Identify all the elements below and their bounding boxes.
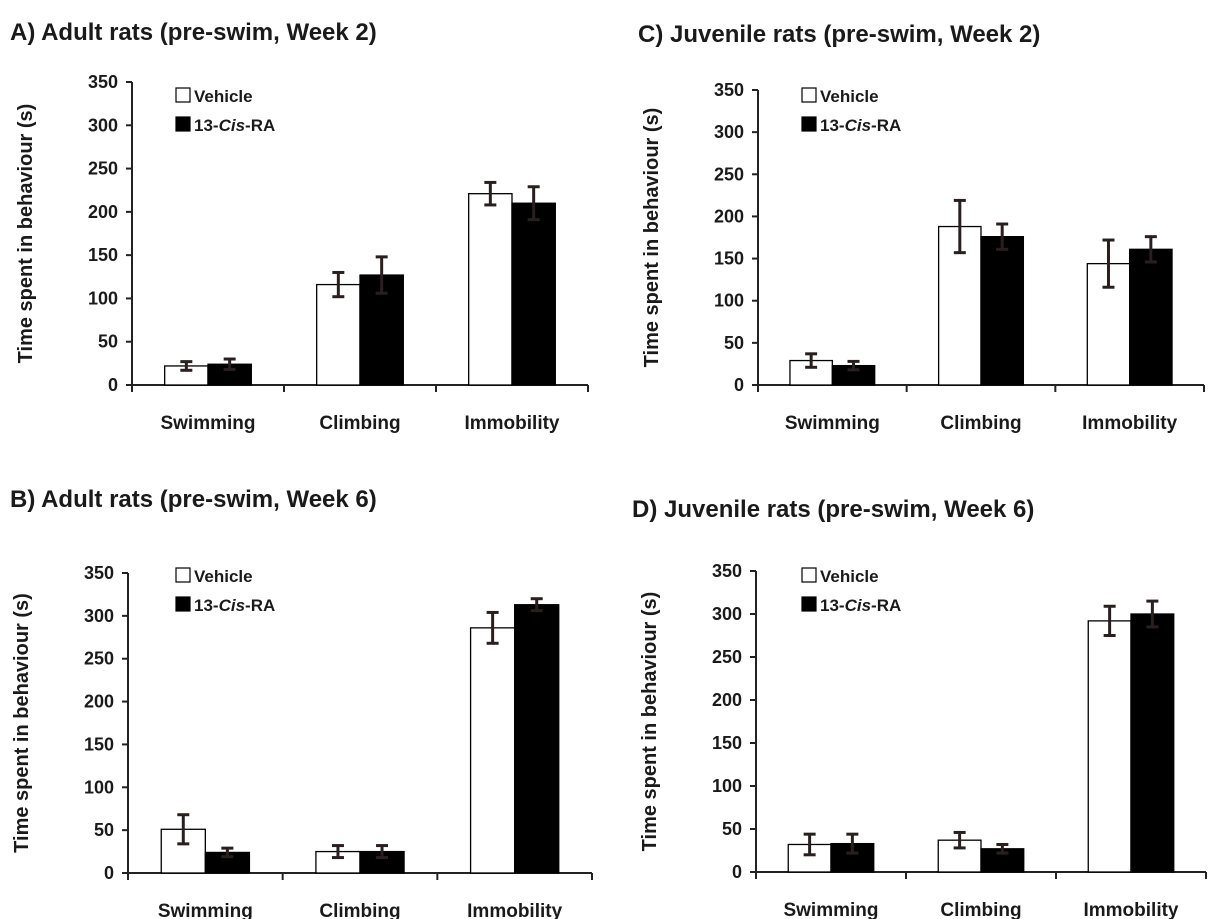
legend-label-vehicle: Vehicle [820, 87, 879, 106]
legend-swatch-cis-ra [175, 116, 191, 132]
legend-swatch-vehicle [175, 567, 191, 583]
legend-label-part: 13- [194, 116, 219, 135]
y-tick-label: 150 [714, 249, 744, 269]
y-axis-label: Time spent in behaviour (s) [11, 593, 33, 853]
y-tick-label: 250 [84, 649, 114, 669]
y-axis-label: Time spent in behaviour (s) [15, 104, 37, 364]
y-tick-label: 350 [714, 80, 744, 100]
y-tick-label: 200 [714, 206, 744, 226]
y-tick-label: 350 [712, 561, 742, 581]
chart-svg: C) Juvenile rats (pre-swim, Week 2) Time … [638, 21, 1205, 434]
legend-label-part: Cis [219, 116, 245, 135]
y-tick-label: 250 [714, 164, 744, 184]
x-tick-label: Climbing [319, 413, 400, 434]
legend-label-part: Cis [219, 596, 245, 615]
y-tick-label: 100 [88, 288, 118, 308]
y-tick-label: 350 [88, 72, 118, 92]
x-tick-label: Immobility [464, 413, 559, 434]
legend-label-cis-ra: 13-Cis-RA [194, 116, 275, 135]
y-tick-label: 150 [84, 734, 114, 754]
y-tick-label: 50 [722, 819, 742, 839]
legend-swatch-vehicle [175, 87, 191, 103]
chart-panel-a: A) Adult rats (pre-swim, Week 2) Time spe… [0, 0, 604, 459]
legend-label-cis-ra: 13-Cis-RA [820, 596, 901, 615]
legend-label-part: 13- [820, 116, 845, 135]
x-tick-label: Swimming [783, 900, 878, 919]
y-tick-label: 300 [88, 115, 118, 135]
y-tick-label: 50 [94, 820, 114, 840]
legend-label-cis-ra: 13-Cis-RA [820, 116, 901, 135]
bar-cis-ra [511, 202, 556, 386]
bar-vehicle [469, 627, 516, 874]
y-tick-label: 100 [714, 291, 744, 311]
y-tick-label: 350 [84, 563, 114, 583]
x-tick-label: Swimming [158, 901, 253, 919]
y-tick-label: 200 [88, 202, 118, 222]
bar-vehicle [1087, 620, 1132, 873]
chart-panel-c: C) Juvenile rats (pre-swim, Week 2) Time … [604, 0, 1208, 459]
legend-label-part: -RA [245, 116, 275, 135]
chart-svg: A) Adult rats (pre-swim, Week 2) Time spe… [10, 19, 589, 434]
x-tick-label: Swimming [785, 413, 880, 434]
x-tick-label: Immobility [1083, 900, 1178, 919]
y-tick-label: 50 [98, 332, 118, 352]
y-axis-label: Time spent in behaviour (s) [641, 108, 663, 368]
x-tick-label: Climbing [940, 413, 1021, 434]
legend-label-vehicle: Vehicle [194, 87, 253, 106]
legend-swatch-vehicle [801, 567, 817, 583]
legend-label-part: -RA [871, 596, 901, 615]
y-tick-label: 0 [732, 862, 742, 882]
y-tick-label: 300 [712, 604, 742, 624]
y-tick-label: 0 [734, 375, 744, 395]
legend-swatch-cis-ra [801, 116, 817, 132]
legend-swatch-cis-ra [801, 596, 817, 612]
legend-label-part: 13- [194, 596, 219, 615]
x-tick-label: Climbing [319, 901, 400, 919]
bar-cis-ra [1129, 248, 1173, 386]
bar-vehicle [316, 283, 361, 386]
legend-label-part: Cis [845, 116, 871, 135]
legend-label-part: Cis [845, 596, 871, 615]
y-tick-label: 100 [712, 776, 742, 796]
y-tick-label: 0 [104, 863, 114, 883]
chart-title: D) Juvenile rats (pre-swim, Week 6) [632, 496, 1034, 523]
y-tick-label: 200 [712, 690, 742, 710]
bar-cis-ra [1130, 613, 1175, 873]
y-tick-label: 250 [88, 159, 118, 179]
y-tick-label: 300 [714, 122, 744, 142]
y-tick-label: 150 [712, 733, 742, 753]
y-tick-label: 50 [724, 333, 744, 353]
chart-panel-d: D) Juvenile rats (pre-swim, Week 6) Time … [604, 459, 1208, 919]
legend-label-vehicle: Vehicle [194, 567, 253, 586]
y-tick-label: 0 [108, 375, 118, 395]
legend-label-part: 13- [820, 596, 845, 615]
bar-cis-ra [980, 236, 1025, 386]
legend-swatch-cis-ra [175, 596, 191, 612]
bar-vehicle [468, 193, 513, 386]
chart-svg: B) Adult rats (pre-swim, Week 6) Time spe… [10, 486, 593, 919]
chart-panel-b: B) Adult rats (pre-swim, Week 6) Time spe… [0, 459, 604, 919]
x-tick-label: Climbing [940, 900, 1021, 919]
legend-swatch-vehicle [801, 87, 817, 103]
legend-label-cis-ra: 13-Cis-RA [194, 596, 275, 615]
legend-label-vehicle: Vehicle [820, 567, 879, 586]
y-tick-label: 100 [84, 777, 114, 797]
x-tick-label: Swimming [160, 413, 255, 434]
bar-cis-ra [514, 604, 560, 874]
y-axis-label: Time spent in behaviour (s) [639, 592, 661, 852]
chart-title: B) Adult rats (pre-swim, Week 6) [10, 486, 377, 513]
chart-title: C) Juvenile rats (pre-swim, Week 2) [638, 21, 1040, 48]
y-tick-label: 300 [84, 606, 114, 626]
chart-title: A) Adult rats (pre-swim, Week 2) [10, 19, 377, 46]
y-tick-label: 250 [712, 647, 742, 667]
legend-label-part: -RA [871, 116, 901, 135]
legend-label-part: -RA [245, 596, 275, 615]
y-tick-label: 200 [84, 692, 114, 712]
chart-svg: D) Juvenile rats (pre-swim, Week 6) Time … [632, 496, 1207, 919]
x-tick-label: Immobility [467, 901, 562, 919]
x-tick-label: Immobility [1082, 413, 1177, 434]
y-tick-label: 150 [88, 245, 118, 265]
